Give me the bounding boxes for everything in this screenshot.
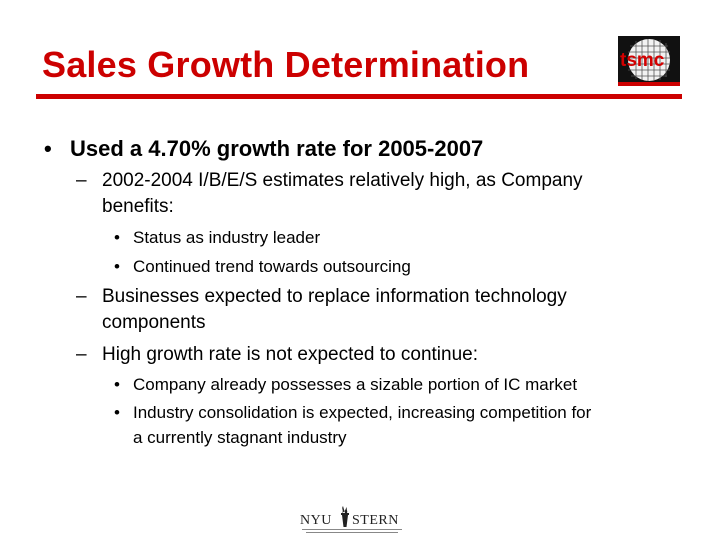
sub-sub-bullet-text-cont: a currently stagnant industry [133,428,347,447]
sub-bullet-text: High growth rate is not expected to cont… [102,344,479,365]
bullet-marker: • [114,257,120,276]
dash-marker: – [76,344,87,365]
bullet-marker: • [114,403,120,422]
sub-bullet-text: Businesses expected to replace informati… [102,286,567,307]
logo-nyu-text: NYU [300,513,332,528]
dash-marker: – [76,170,87,191]
slide-title: Sales Growth Determination [42,44,530,85]
sub-sub-bullet-text: Company already possesses a sizable port… [133,375,578,394]
sub-sub-bullet-text: Status as industry leader [133,228,321,247]
bullet-text: Used a 4.70% growth rate for 2005-2007 [70,136,484,161]
dash-marker: – [76,286,87,307]
sub-bullet-text-cont: components [102,312,206,333]
sub-sub-bullet-text: Industry consolidation is expected, incr… [133,403,592,422]
tsmc-logo: tsmc [618,36,680,86]
sub-sub-bullet-text: Continued trend towards outsourcing [133,257,411,276]
title-underline [36,94,682,99]
sub-bullet-text: 2002-2004 I/B/E/S estimates relatively h… [102,170,583,191]
sub-bullet-text-cont: benefits: [102,196,174,217]
logo-text: tsmc [620,50,665,71]
bullet-marker: • [44,136,52,161]
nyu-stern-logo: NYU STERN [300,506,402,533]
logo-stern-text: STERN [352,513,399,528]
bullet-marker: • [114,228,120,247]
torch-icon [341,506,349,527]
bullet-marker: • [114,375,120,394]
